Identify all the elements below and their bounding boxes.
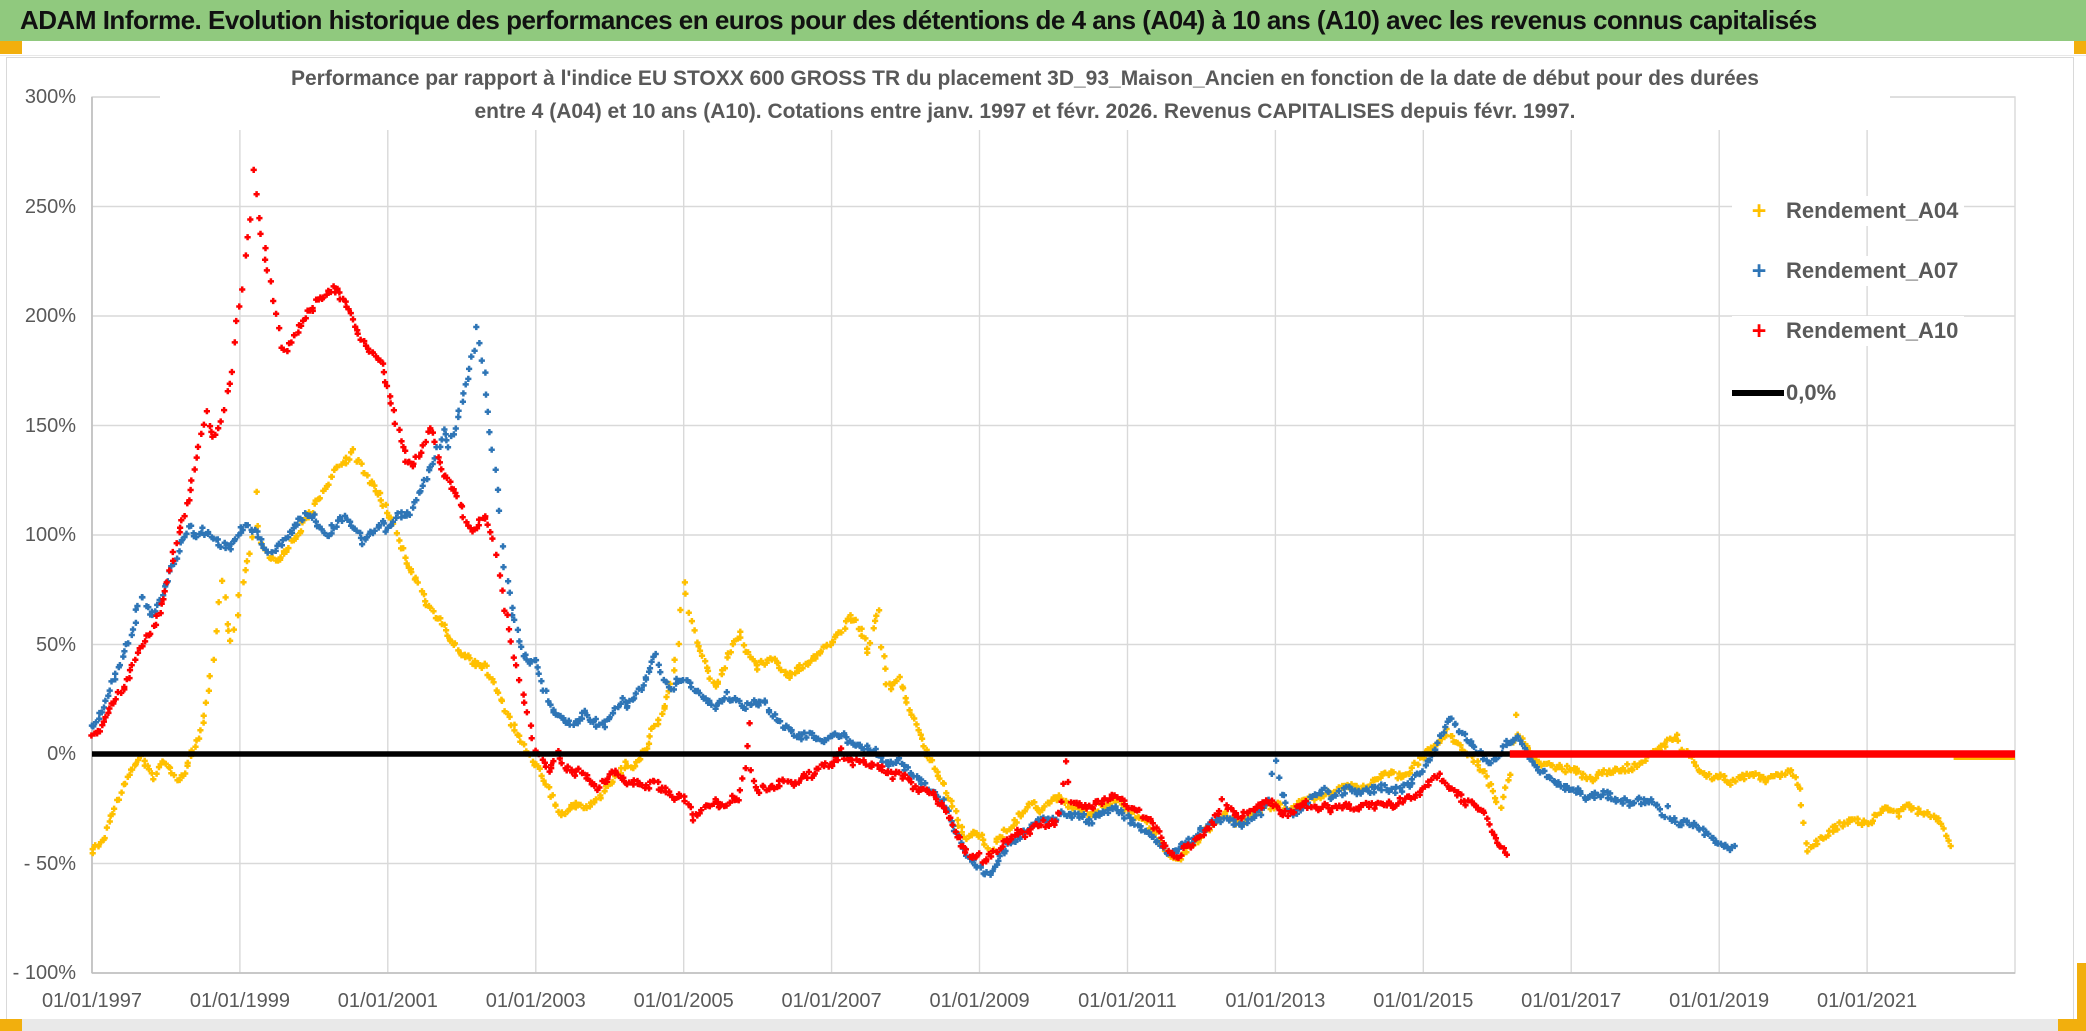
chart-title-line2: entre 4 (A04) et 10 ans (A10). Cotations… [474, 100, 1576, 123]
x-tick-label: 01/01/2019 [1669, 990, 1770, 1012]
y-tick-label: - 50% [23, 852, 76, 875]
x-tick-label: 01/01/2021 [1817, 990, 1918, 1012]
series-Rendement_A07 [88, 323, 1738, 878]
legend-label: 0,0% [1786, 380, 1837, 405]
x-tick-label: 01/01/2017 [1521, 990, 1622, 1012]
header-sub-band [0, 41, 2086, 56]
plus-marker-icon: + [1751, 316, 1767, 345]
x-tick-label: 01/01/2013 [1225, 990, 1326, 1012]
y-tick-label: 250% [24, 195, 76, 218]
chart-object-frame[interactable] [6, 57, 2074, 1020]
bottom-scroll-strip[interactable] [0, 1019, 2086, 1031]
legend-label: Rendement_A10 [1786, 318, 1959, 343]
chart-title: Performance par rapport à l'indice EU ST… [160, 60, 1890, 130]
page-title: ADAM Informe. Evolution historique des p… [20, 5, 1817, 35]
gold-corner-top-right [2074, 41, 2086, 54]
gold-right-border [2077, 963, 2086, 1031]
x-tick-label: 01/01/1997 [41, 990, 143, 1012]
zero-line-icon [1732, 390, 1784, 396]
x-tick-label: 01/01/2003 [485, 990, 586, 1012]
legend-label: Rendement_A04 [1786, 198, 1959, 223]
legend-label: Rendement_A07 [1786, 258, 1959, 283]
y-tick-label: 100% [24, 524, 76, 546]
plus-marker-icon: + [1751, 196, 1767, 225]
y-tick-label: 200% [24, 305, 76, 327]
legend-item-rendement_a07[interactable]: + Rendement_A07 [1732, 256, 1965, 286]
x-tick-label: 01/01/1999 [189, 990, 290, 1012]
y-tick-label: 0% [47, 743, 76, 765]
plus-marker-icon: + [1751, 256, 1767, 285]
y-tick-label: 50% [35, 633, 76, 656]
legend-item-rendement_a04[interactable]: + Rendement_A04 [1732, 196, 1965, 226]
gold-corner-top-left [0, 41, 22, 54]
page-title-bar: ADAM Informe. Evolution historique des p… [0, 0, 2086, 41]
y-tick-label: 300% [24, 86, 76, 108]
gold-corner-bottom-left [0, 1019, 22, 1031]
chart-title-line1: Performance par rapport à l'indice EU ST… [291, 67, 1759, 90]
x-tick-label: 01/01/2009 [929, 990, 1030, 1012]
legend-item-zero-line[interactable]: 0,0% [1732, 378, 1843, 408]
legend-item-rendement_a10[interactable]: + Rendement_A10 [1732, 316, 1965, 346]
y-tick-label: - 100% [12, 962, 76, 984]
x-tick-label: 01/01/2005 [633, 990, 734, 1012]
x-tick-label: 01/01/2015 [1373, 990, 1474, 1012]
x-tick-label: 01/01/2011 [1078, 990, 1177, 1012]
y-tick-label: 150% [24, 414, 76, 437]
x-tick-label: 01/01/2007 [781, 990, 882, 1012]
series-Rendement_A04 [89, 446, 1954, 863]
x-tick-label: 01/01/2001 [337, 990, 438, 1012]
series-Rendement_A10 [88, 166, 1510, 866]
